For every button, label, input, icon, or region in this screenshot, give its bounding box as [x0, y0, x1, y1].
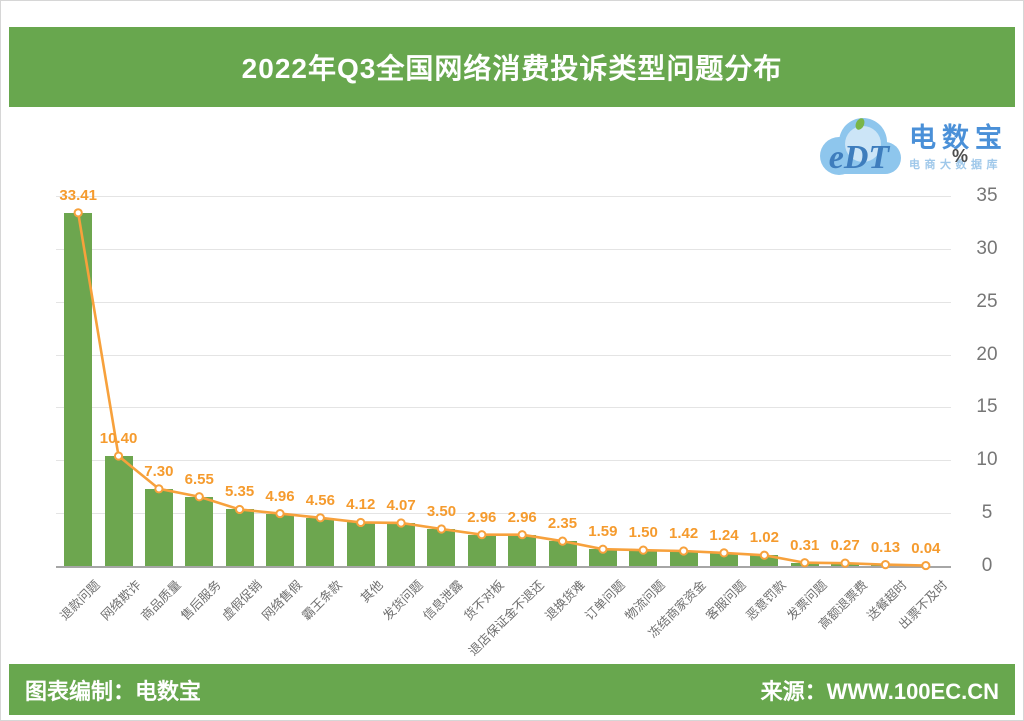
gridline	[56, 354, 951, 356]
bar	[750, 555, 779, 566]
data-value-label: 7.30	[144, 462, 174, 480]
bar	[588, 549, 617, 566]
logo-subtitle-text: 电商大数据库	[909, 158, 1002, 171]
bar	[387, 522, 416, 566]
bar	[508, 534, 537, 566]
x-axis-category-label: 退换货难	[542, 577, 588, 624]
x-axis-category-label: 售后服务	[178, 577, 225, 624]
y-axis-tick-label: 5	[981, 502, 993, 524]
data-value-label: 33.41	[59, 186, 97, 204]
x-axis-category-label: 其他	[357, 577, 386, 606]
data-value-label: 2.35	[547, 515, 578, 533]
y-axis-tick-label: 10	[976, 449, 998, 471]
data-value-label: 0.27	[830, 537, 860, 555]
y-axis-tick-label: 35	[976, 185, 998, 206]
bar	[427, 529, 456, 566]
data-value-label: 1.59	[588, 523, 618, 541]
brand-logo: eDT 电数宝 电商大数据库	[813, 111, 1019, 183]
bar	[467, 534, 496, 566]
footer-credit: 图表编制：电数宝	[25, 678, 202, 704]
x-axis-category-label: 网络欺诈	[98, 577, 144, 624]
bar	[225, 509, 254, 566]
gridline	[56, 460, 951, 462]
x-axis-category-label: 霸王条款	[299, 577, 346, 624]
gridline	[56, 196, 951, 197]
data-value-label: 1.24	[709, 526, 739, 544]
data-value-label: 6.55	[184, 470, 214, 488]
data-value-label: 2.96	[467, 508, 497, 526]
gridline	[56, 248, 951, 250]
x-axis-category-label: 网络售假	[259, 577, 305, 624]
data-value-label: 0.13	[870, 538, 901, 556]
logo-brand-text: 电数宝	[909, 122, 1008, 153]
x-axis-category-label: 商品质量	[138, 577, 184, 624]
data-value-label: 3.50	[426, 503, 457, 520]
bar	[346, 522, 375, 566]
x-axis-category-label: 信息泄露	[420, 577, 467, 624]
y-axis-tick-label: 0	[981, 555, 993, 576]
x-axis-category-label: 客服问题	[703, 577, 749, 624]
bar	[548, 541, 577, 566]
leaf-icon	[855, 118, 865, 130]
page-title: 2022年Q3全国网络消费投诉类型问题分布	[241, 53, 783, 84]
data-value-label: 4.07	[386, 496, 416, 514]
logo-mark-text: eDT	[829, 139, 891, 176]
chart-title-banner: 2022年Q3全国网络消费投诉类型问题分布	[9, 27, 1015, 107]
data-value-label: 1.50	[628, 524, 658, 542]
data-value-label: 1.02	[749, 529, 779, 547]
gridline	[56, 407, 951, 409]
x-axis-category-label: 恶意罚款	[743, 577, 790, 624]
footer-source: 来源：WWW.100EC.CN	[760, 678, 999, 704]
data-value-label: 4.12	[346, 496, 376, 514]
x-axis-category-label: 退款问题	[57, 577, 103, 624]
bar	[185, 496, 214, 566]
cloud-logo-icon: eDT	[820, 118, 901, 176]
bar	[629, 550, 658, 566]
data-value-label: 1.42	[669, 524, 699, 542]
bar	[64, 212, 93, 566]
y-axis-tick-label: 30	[976, 237, 998, 259]
x-axis-category-label: 虚假促销	[219, 577, 265, 624]
y-axis-unit-label: %	[952, 146, 969, 166]
x-axis-line	[56, 566, 951, 568]
bar	[710, 552, 738, 566]
data-value-label: 2.96	[507, 508, 537, 526]
bar	[144, 488, 173, 566]
y-axis-tick-label: 25	[976, 290, 998, 312]
data-value-label: 4.96	[265, 487, 295, 505]
bar	[669, 550, 698, 566]
gridline	[56, 301, 951, 303]
data-value-label: 5.35	[225, 483, 255, 501]
data-value-label: 0.04	[911, 539, 941, 557]
x-axis-category-label: 发货问题	[380, 577, 426, 624]
footer-banner: 图表编制：电数宝 来源：WWW.100EC.CN	[9, 664, 1015, 715]
data-value-label: 4.56	[305, 491, 335, 509]
data-value-label: 10.40	[99, 430, 138, 448]
x-axis-category-label: 订单问题	[582, 577, 628, 624]
data-value-label: 0.31	[790, 536, 820, 554]
y-axis-tick-label: 20	[976, 343, 998, 365]
bar	[266, 513, 294, 566]
y-axis-tick-label: 15	[976, 396, 998, 418]
bar	[306, 517, 335, 566]
